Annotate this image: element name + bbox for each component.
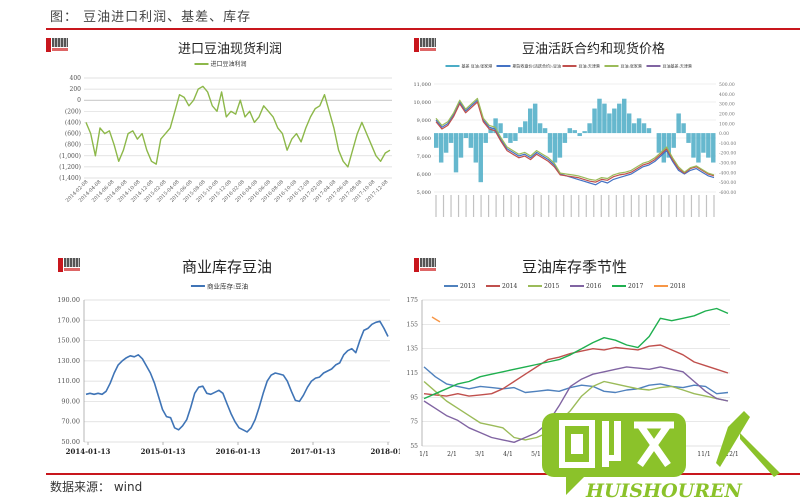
svg-text:(1,200): (1,200): [59, 164, 81, 171]
svg-text:90.00: 90.00: [61, 397, 80, 405]
svg-text:135: 135: [407, 346, 419, 353]
svg-text:-200.00: -200.00: [719, 151, 736, 157]
svg-text:豆油:张家港: 豆油:张家港: [621, 62, 642, 68]
watermark-logo: HUISHOUREN: [542, 411, 780, 500]
figure-title: 图： 豆油进口利润、基差、库存: [50, 10, 252, 25]
svg-text:175: 175: [407, 297, 419, 304]
svg-text:11/1: 11/1: [697, 451, 710, 458]
logo-icon: [414, 38, 436, 52]
svg-text:100.00: 100.00: [719, 121, 735, 127]
svg-text:70.00: 70.00: [61, 418, 80, 426]
svg-text:(200): (200): [65, 108, 81, 115]
svg-text:基差 豆油:张家港: 基差 豆油:张家港: [462, 62, 493, 68]
svg-text:期货收盘价(活跃合约):豆油: 期货收盘价(活跃合约):豆油: [513, 62, 561, 68]
footer-rule: [46, 473, 800, 475]
svg-text:3/1: 3/1: [475, 451, 485, 458]
svg-text:2017-01-13: 2017-01-13: [291, 447, 336, 456]
svg-text:(800): (800): [65, 142, 81, 149]
panel-title: 商业库存豆油: [182, 258, 273, 276]
svg-text:1/1: 1/1: [419, 451, 429, 458]
svg-text:2018: 2018: [670, 283, 685, 290]
svg-text:200.00: 200.00: [719, 111, 735, 117]
svg-text:5,000: 5,000: [417, 190, 431, 196]
chart-commercial-stock: 商业库存:豆油 190.00 170.00 150.00 130.00 110.00 90.…: [57, 281, 400, 456]
svg-text:-100.00: -100.00: [719, 141, 736, 147]
svg-text:500.00: 500.00: [719, 82, 735, 88]
svg-text:-300.00: -300.00: [719, 161, 736, 167]
svg-text:8,000: 8,000: [417, 136, 431, 142]
svg-text:2014-01-13: 2014-01-13: [66, 447, 111, 456]
svg-text:(1,400): (1,400): [59, 175, 81, 182]
svg-text:200: 200: [70, 86, 82, 93]
svg-text:12/1: 12/1: [725, 451, 738, 458]
svg-text:190.00: 190.00: [57, 296, 80, 304]
svg-text:5/1: 5/1: [531, 451, 541, 458]
header-rule: [46, 28, 800, 30]
svg-text:2016: 2016: [586, 283, 601, 290]
svg-text:-500.00: -500.00: [719, 180, 736, 186]
svg-text:豆油基差:天津港: 豆油基差:天津港: [663, 62, 692, 68]
logo-icon: [46, 38, 68, 52]
svg-text:55: 55: [410, 443, 418, 450]
svg-text:2016-01-13: 2016-01-13: [216, 447, 261, 456]
svg-text:6,000: 6,000: [417, 172, 431, 178]
svg-text:豆油:天津港: 豆油:天津港: [579, 62, 600, 68]
svg-text:50.00: 50.00: [61, 438, 80, 446]
panel-title: 豆油活跃合约和现货价格: [522, 42, 666, 57]
svg-text:170.00: 170.00: [57, 316, 80, 324]
svg-text:10,000: 10,000: [414, 100, 432, 106]
data-source: 数据来源： wind: [50, 480, 143, 494]
svg-text:155: 155: [407, 321, 419, 328]
svg-text:2015: 2015: [544, 283, 559, 290]
svg-text:115: 115: [407, 370, 419, 377]
svg-text:130.00: 130.00: [57, 357, 80, 365]
chart-import-profit: 进口豆油利润 400 200 0 (200) (400) (600) (800) (1,000)…: [59, 60, 392, 204]
panel-commercial-stock: 商业库存豆油 商业库存:豆油 190.00 170.00 150.00 130.00 11…: [40, 250, 400, 472]
svg-text:95: 95: [410, 394, 418, 401]
svg-text:-400.00: -400.00: [719, 170, 736, 176]
svg-text:110.00: 110.00: [57, 377, 80, 385]
svg-text:2/1: 2/1: [447, 451, 457, 458]
svg-text:2014: 2014: [502, 283, 517, 290]
svg-text:9,000: 9,000: [417, 118, 431, 124]
panel-futures-spot: 豆油活跃合约和现货价格 基差 豆油:张家港 期货收盘价(活跃合约):豆油 豆油:天津…: [400, 32, 740, 247]
svg-text:HUISHOUREN: HUISHOUREN: [585, 480, 742, 500]
logo-icon: [414, 258, 436, 272]
svg-text:75: 75: [410, 419, 418, 426]
svg-text:7,000: 7,000: [417, 154, 431, 160]
svg-text:2015-01-13: 2015-01-13: [141, 447, 186, 456]
svg-text:(600): (600): [65, 131, 81, 138]
svg-text:4/1: 4/1: [503, 451, 513, 458]
svg-text:400: 400: [70, 75, 82, 82]
panel-title: 进口豆油现货利润: [178, 42, 283, 57]
logo-icon: [58, 258, 80, 272]
panel-title: 豆油库存季节性: [522, 258, 628, 276]
svg-text:400.00: 400.00: [719, 92, 735, 98]
svg-text:商业库存:豆油: 商业库存:豆油: [207, 281, 248, 290]
svg-text:2017: 2017: [628, 283, 643, 290]
svg-text:150.00: 150.00: [57, 337, 80, 345]
svg-text:(400): (400): [65, 119, 81, 126]
panel-import-profit: 进口豆油现货利润 进口豆油利润 400 200 0 (200) (400) (600) (80…: [40, 32, 400, 247]
svg-text:2013: 2013: [460, 283, 475, 290]
chart-futures-spot: 基差 豆油:张家港 期货收盘价(活跃合约):豆油 豆油:天津港 豆油:张家港 豆油基差:…: [414, 62, 736, 217]
svg-text:-600.00: -600.00: [719, 190, 736, 196]
svg-text:进口豆油利润: 进口豆油利润: [211, 60, 247, 68]
svg-text:300.00: 300.00: [719, 102, 735, 108]
svg-text:2018-01-: 2018-01-: [370, 447, 400, 456]
svg-text:0: 0: [77, 97, 81, 104]
svg-text:11,000: 11,000: [414, 82, 432, 88]
svg-text:0.00: 0.00: [719, 131, 729, 137]
svg-text:(1,000): (1,000): [59, 153, 81, 160]
